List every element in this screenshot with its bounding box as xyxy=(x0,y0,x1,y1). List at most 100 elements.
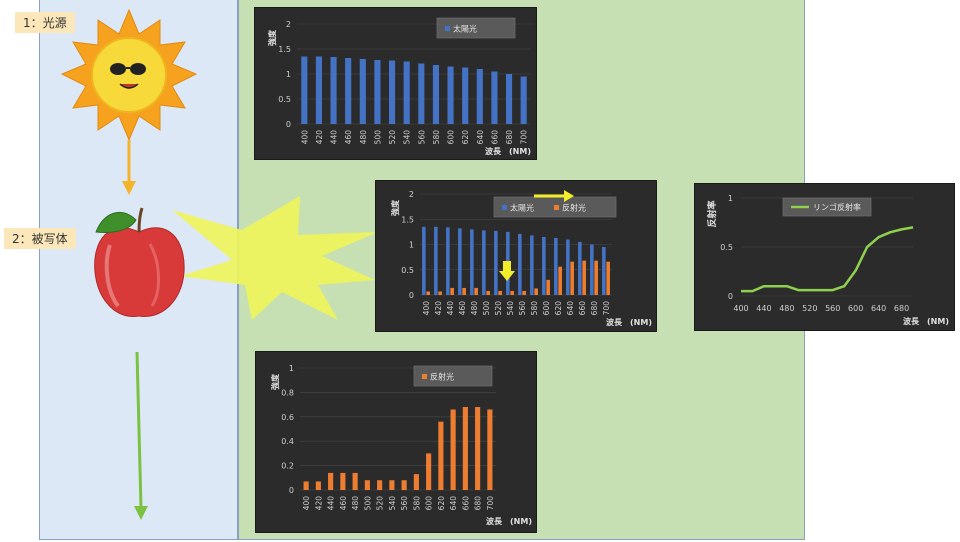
bar xyxy=(475,407,481,490)
y-tick-label: 0 xyxy=(728,292,733,301)
y-tick-label: 1 xyxy=(728,194,733,203)
bar xyxy=(401,480,407,490)
x-tick-label: 400 xyxy=(733,304,748,313)
bar xyxy=(491,71,498,124)
legend-swatch xyxy=(554,205,559,210)
bar xyxy=(518,233,522,295)
bar xyxy=(377,480,383,490)
legend-label: リンゴ反射率 xyxy=(813,202,861,212)
x-tick-label: 500 xyxy=(373,130,382,145)
y-tick-label: 1 xyxy=(286,70,291,79)
x-tick-label: 560 xyxy=(417,130,426,145)
x-tick-label: 700 xyxy=(602,301,611,316)
x-tick-label: 640 xyxy=(449,496,458,511)
x-tick-label: 480 xyxy=(779,304,794,313)
x-tick-label: 580 xyxy=(432,130,441,145)
x-axis-title: 波長 (NM) xyxy=(903,316,949,326)
arrow-down-stem-icon xyxy=(503,261,511,271)
combined-spectrum-chart: 0 0.5 1 1.5 2 強度 400 420 440 460 480 500 520 540 560 58… xyxy=(376,181,656,331)
bar xyxy=(388,60,396,124)
x-tick-label: 580 xyxy=(412,496,421,511)
bar xyxy=(359,59,366,124)
arrow-down-head-icon xyxy=(499,271,515,281)
y-tick-label: 0.5 xyxy=(401,266,414,275)
x-tick-label: 580 xyxy=(530,301,539,316)
bar xyxy=(352,472,358,490)
legend-label: 太陽光 xyxy=(510,203,534,213)
bar xyxy=(542,236,546,295)
bar xyxy=(426,453,432,490)
y-tick-label: 1.5 xyxy=(401,215,414,224)
x-tick-label: 520 xyxy=(388,130,397,145)
bar xyxy=(364,480,370,490)
bar xyxy=(413,474,419,490)
x-tick-label: 680 xyxy=(590,301,599,316)
x-tick-label: 640 xyxy=(566,301,575,316)
x-axis-title: 波長 (NM) xyxy=(486,516,532,526)
x-tick-label: 600 xyxy=(425,496,434,511)
legend-label: 反射光 xyxy=(430,372,454,382)
bar xyxy=(505,74,513,124)
bar xyxy=(345,58,352,124)
bar xyxy=(510,290,514,295)
bar xyxy=(315,56,323,124)
bar xyxy=(458,228,462,295)
x-tick-label: 540 xyxy=(403,130,412,145)
x-tick-label: 620 xyxy=(437,496,446,511)
x-tick-label: 440 xyxy=(330,130,339,145)
x-tick-label: 460 xyxy=(458,301,467,316)
x-tick-label: 680 xyxy=(894,304,909,313)
x-tick-label: 560 xyxy=(400,496,409,511)
x-tick-label: 420 xyxy=(434,301,443,316)
series-line xyxy=(741,226,914,293)
x-tick-label: 500 xyxy=(482,301,491,316)
bar xyxy=(482,230,486,295)
bar xyxy=(566,239,570,295)
bar xyxy=(426,291,430,295)
bar xyxy=(594,260,598,295)
x-tick-label: 620 xyxy=(554,301,563,316)
x-tick-label: 700 xyxy=(486,496,495,511)
x-tick-label: 600 xyxy=(848,304,863,313)
y-axis-title: 強度 xyxy=(267,29,277,46)
bar xyxy=(328,472,334,490)
arrow-right-head-icon xyxy=(564,190,574,202)
x-tick-label: 400 xyxy=(300,130,309,145)
bar xyxy=(340,472,346,490)
x-tick-label: 460 xyxy=(339,496,348,511)
x-tick-label: 560 xyxy=(518,301,527,316)
x-axis-title: 波長 (NM) xyxy=(606,317,652,327)
legend-swatch xyxy=(502,205,507,210)
x-tick-label: 440 xyxy=(446,301,455,316)
bar xyxy=(374,60,381,124)
x-tick-label: 400 xyxy=(302,496,311,511)
x-tick-label: 480 xyxy=(470,301,479,316)
bar xyxy=(520,76,527,124)
bar xyxy=(534,288,538,295)
bar xyxy=(462,67,469,124)
y-axis-title: 反射率 xyxy=(706,200,718,227)
y-tick-label: 0.4 xyxy=(281,437,294,446)
bar xyxy=(432,65,440,124)
combined-spectrum-svg: 0 0.5 1 1.5 2 強度 400 420 440 460 480 500 520 540 560 58… xyxy=(390,190,652,327)
bar xyxy=(558,266,562,295)
legend-box xyxy=(436,17,516,39)
x-tick-label: 420 xyxy=(315,130,324,145)
bar xyxy=(498,290,502,295)
x-tick-label: 520 xyxy=(494,301,503,316)
y-tick-label: 0 xyxy=(289,486,294,495)
sun-spectrum-chart: 0 0.5 1 1.5 2 強度 400 420 440 460 480 500 520 540 560 58… xyxy=(255,8,536,159)
y-tick-label: 0.6 xyxy=(281,413,294,422)
bar xyxy=(418,63,425,124)
bar xyxy=(487,409,493,490)
reflectance-ratio-svg: 0 0.5 1 反射率 400 440 480 520 560 600 640 680 波長 (NM) リ… xyxy=(706,194,949,326)
x-axis-title: 波長 (NM) xyxy=(485,146,531,156)
step-2-label: 2：被写体 xyxy=(4,228,76,249)
x-tick-label: 640 xyxy=(871,304,886,313)
y-axis-title: 強度 xyxy=(270,373,280,390)
reflected-spectrum-svg: 0 0.2 0.4 0.6 0.8 1 強度 400 420 440 460 480 500 520 540… xyxy=(270,364,532,526)
x-tick-label: 600 xyxy=(447,130,456,145)
x-tick-label: 480 xyxy=(359,130,368,145)
x-tick-label: 540 xyxy=(506,301,515,316)
bar xyxy=(470,229,474,295)
